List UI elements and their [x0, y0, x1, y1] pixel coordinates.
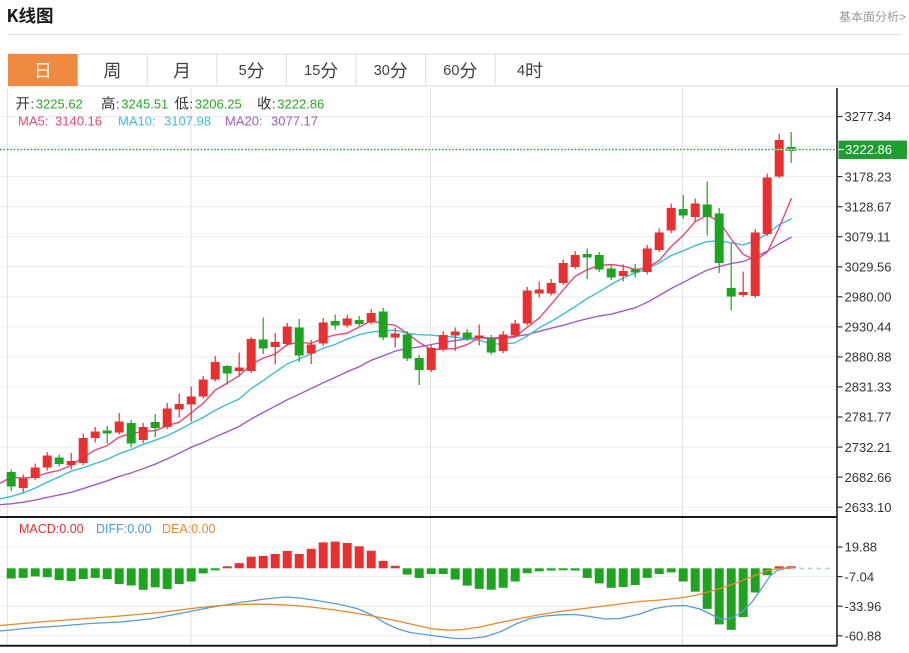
svg-text:2781.77: 2781.77: [845, 410, 892, 425]
svg-text:MA5:: MA5:: [18, 114, 48, 129]
svg-text:3222.86: 3222.86: [845, 142, 892, 157]
svg-text:2682.66: 2682.66: [845, 470, 892, 485]
svg-text:2980.00: 2980.00: [845, 290, 892, 305]
svg-text:3178.23: 3178.23: [845, 169, 892, 184]
svg-text:-33.96: -33.96: [845, 599, 882, 614]
svg-text::: :: [190, 97, 194, 112]
svg-text:3277.34: 3277.34: [845, 109, 892, 124]
svg-text:5: 5: [239, 63, 247, 79]
svg-text:MA20:: MA20:: [225, 114, 263, 129]
svg-text:2732.21: 2732.21: [845, 440, 892, 455]
svg-text:3222.86: 3222.86: [277, 97, 324, 112]
svg-text:2633.10: 2633.10: [845, 500, 892, 515]
svg-text:6: 6: [443, 63, 451, 79]
svg-text:3077.17: 3077.17: [271, 114, 318, 129]
svg-text:1: 1: [304, 63, 312, 79]
svg-text:3107.98: 3107.98: [164, 114, 211, 129]
svg-text:3140.16: 3140.16: [55, 114, 102, 129]
svg-text:0: 0: [451, 63, 459, 79]
svg-text:DEA:0.00: DEA:0.00: [162, 522, 216, 536]
svg-text:MACD:0.00: MACD:0.00: [19, 522, 84, 536]
svg-text:2930.44: 2930.44: [845, 320, 892, 335]
svg-text:MA10:: MA10:: [118, 114, 156, 129]
svg-text:-7.04: -7.04: [845, 569, 875, 584]
svg-text::: :: [31, 97, 35, 112]
svg-text:3079.11: 3079.11: [845, 229, 891, 244]
svg-text:3: 3: [374, 63, 382, 79]
svg-text:3206.25: 3206.25: [195, 97, 242, 112]
svg-text:>: >: [899, 10, 906, 24]
svg-text:4: 4: [517, 63, 525, 79]
svg-text:DIFF:0.00: DIFF:0.00: [96, 522, 152, 536]
svg-text:3128.67: 3128.67: [845, 199, 892, 214]
svg-text:5: 5: [312, 63, 320, 79]
svg-text::: :: [272, 97, 276, 112]
svg-text:2831.33: 2831.33: [845, 380, 892, 395]
svg-text:2880.88: 2880.88: [845, 350, 892, 365]
svg-text:-60.88: -60.88: [845, 629, 882, 644]
svg-text:19.88: 19.88: [845, 540, 878, 555]
svg-text:0: 0: [382, 63, 390, 79]
svg-text:3225.62: 3225.62: [36, 97, 83, 112]
svg-text::: :: [116, 97, 120, 112]
svg-text:3029.56: 3029.56: [845, 259, 892, 274]
svg-text:3245.51: 3245.51: [121, 97, 168, 112]
